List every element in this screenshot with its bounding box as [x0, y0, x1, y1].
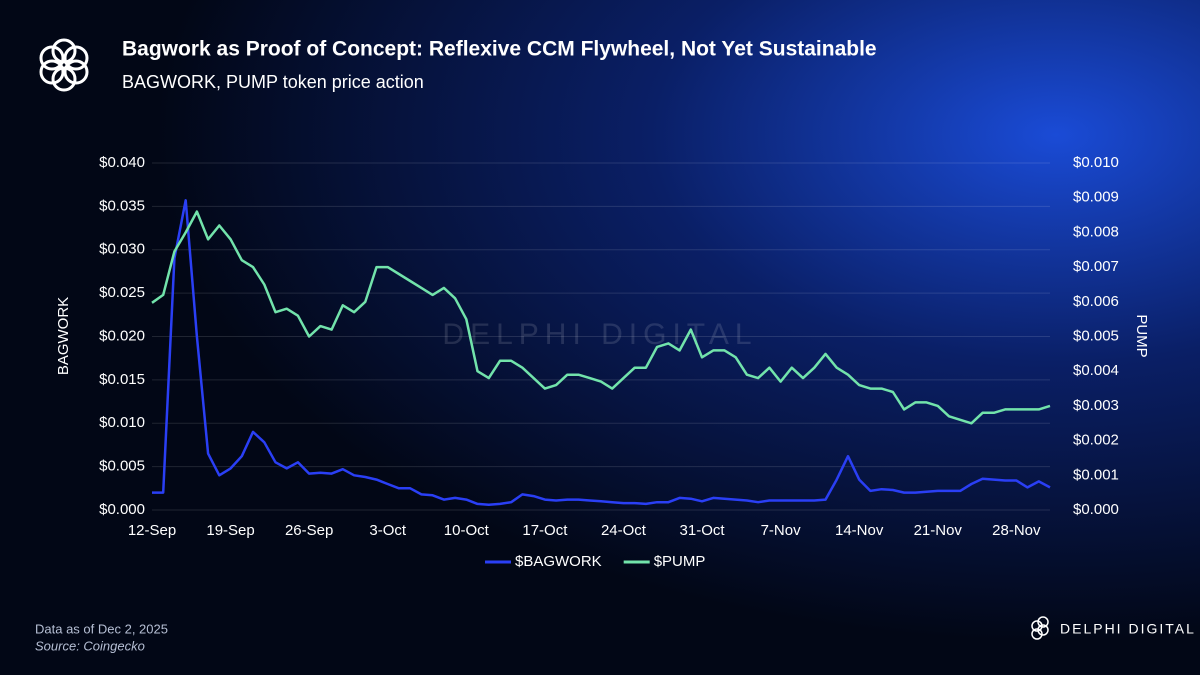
y-tick-label: $0.025	[99, 284, 145, 301]
y2-tick-label: $0.000	[1073, 501, 1119, 518]
y2-tick-label: $0.005	[1073, 327, 1119, 344]
x-tick-label: 14-Nov	[835, 522, 884, 539]
x-tick-label: 26-Sep	[285, 522, 333, 539]
y2-axis-title: PUMP	[1133, 314, 1150, 357]
legend-label: $PUMP	[654, 553, 706, 570]
x-tick-label: 21-Nov	[914, 522, 963, 539]
x-tick-label: 28-Nov	[992, 522, 1041, 539]
source: Source: Coingecko	[35, 638, 145, 653]
y-tick-label: $0.000	[99, 501, 145, 518]
chart-subtitle: BAGWORK, PUMP token price action	[122, 72, 424, 92]
y-tick-label: $0.040	[99, 154, 145, 171]
logo	[39, 38, 89, 92]
x-tick-label: 3-Oct	[369, 522, 407, 539]
y2-tick-label: $0.003	[1073, 397, 1119, 414]
x-tick-label: 17-Oct	[522, 522, 568, 539]
x-tick-label: 24-Oct	[601, 522, 647, 539]
y-tick-label: $0.005	[99, 458, 145, 475]
y-tick-label: $0.010	[99, 414, 145, 431]
y-tick-label: $0.015	[99, 371, 145, 388]
y-tick-label: $0.030	[99, 241, 145, 258]
y2-tick-label: $0.001	[1073, 466, 1119, 483]
x-tick-label: 10-Oct	[444, 522, 490, 539]
watermark: DELPHI DIGITAL	[442, 318, 757, 351]
y2-tick-label: $0.002	[1073, 432, 1119, 449]
y-axis-title: BAGWORK	[55, 297, 72, 375]
legend-label: $BAGWORK	[515, 553, 602, 570]
x-tick-label: 12-Sep	[128, 522, 176, 539]
y2-tick-label: $0.009	[1073, 189, 1119, 206]
chart-title: Bagwork as Proof of Concept: Reflexive C…	[122, 38, 877, 61]
y2-tick-label: $0.004	[1073, 362, 1119, 379]
x-tick-label: 19-Sep	[206, 522, 254, 539]
footnote: Data as of Dec 2, 2025	[35, 621, 168, 636]
x-tick-label: 31-Oct	[680, 522, 726, 539]
y-tick-label: $0.020	[99, 327, 145, 344]
x-tick-label: 7-Nov	[761, 522, 802, 539]
y2-tick-label: $0.008	[1073, 223, 1119, 240]
y2-tick-label: $0.010	[1073, 154, 1119, 171]
y2-tick-label: $0.006	[1073, 293, 1119, 310]
y2-tick-label: $0.007	[1073, 258, 1119, 275]
series-line	[151, 210, 1051, 425]
brand: DELPHI DIGITAL	[1060, 621, 1196, 637]
y-tick-label: $0.035	[99, 197, 145, 214]
brand-logo	[1031, 616, 1049, 640]
series-line	[152, 199, 1051, 507]
